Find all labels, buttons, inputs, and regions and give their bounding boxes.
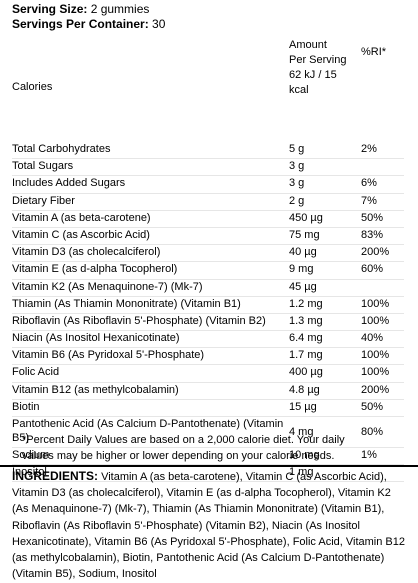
table-row: Biotin 15 µg 50% (12, 399, 404, 418)
serving-size-value: 2 gummies (87, 2, 150, 16)
calories-label: Calories (12, 81, 53, 93)
table-row: Dietary Fiber 2 g 7% (12, 193, 404, 211)
servings-per-container-value: 30 (148, 17, 166, 31)
nutrient-amount: 3 g (289, 175, 361, 194)
nutrient-amount: 6.4 mg (289, 330, 361, 349)
nutrient-name: Inositol (12, 464, 289, 483)
serving-size-line: Serving Size: 2 gummies (12, 2, 149, 16)
nutrient-name: Total Carbohydrates (12, 138, 289, 160)
nutrient-ri: 40% (361, 330, 404, 349)
nutrient-ri: 2% (361, 138, 404, 160)
nutrient-ri (361, 279, 404, 297)
servings-per-container-line: Servings Per Container: 30 (12, 17, 165, 31)
nutrient-name: Vitamin E (as d-alpha Tocopherol) (12, 261, 289, 280)
daily-value-footnote: *Percent Daily Values are based on a 2,0… (22, 434, 345, 462)
table-row: Includes Added Sugars 3 g 6% (12, 175, 404, 194)
nutrient-amount: 1.7 mg (289, 347, 361, 366)
nutrient-name: Vitamin B6 (As Pyridoxal 5'-Phosphate) (12, 347, 289, 366)
table-row: Vitamin C (as Ascorbic Acid) 75 mg 83% (12, 227, 404, 246)
nutrient-ri: 200% (361, 382, 404, 400)
amount-header-line: Amount (289, 39, 327, 51)
nutrient-amount: 1.3 mg (289, 313, 361, 332)
nutrition-table: Calories Amount Per Serving 62 kJ / 15 k… (12, 38, 404, 483)
table-row: Vitamin E (as d-alpha Tocopherol) 9 mg 60% (12, 261, 404, 280)
table-row: Riboflavin (As Riboflavin 5'-Phosphate) … (12, 313, 404, 332)
table-row: Inositol 1 mg (12, 464, 404, 483)
nutrient-name: Vitamin D3 (as cholecalciferol) (12, 244, 289, 263)
ingredients-label: INGREDIENTS: (12, 469, 99, 483)
ingredients-text: Vitamin A (as beta-carotene), Vitamin C … (12, 471, 405, 581)
table-row: Vitamin A (as beta-carotene) 450 µg 50% (12, 210, 404, 228)
table-row: Vitamin B6 (As Pyridoxal 5'-Phosphate) 1.… (12, 347, 404, 366)
nutrient-name: Vitamin A (as beta-carotene) (12, 210, 289, 228)
nutrient-ri: 80% (361, 416, 404, 448)
nutrient-ri: 50% (361, 210, 404, 228)
nutrient-ri (361, 464, 404, 483)
nutrient-name: Vitamin B12 (as methylcobalamin) (12, 382, 289, 400)
nutrient-ri: 6% (361, 175, 404, 194)
nutrient-ri: 83% (361, 227, 404, 246)
nutrient-ri: 100% (361, 347, 404, 366)
nutrient-amount: 75 mg (289, 227, 361, 246)
nutrient-name: Thiamin (As Thiamin Mononitrate) (Vitami… (12, 296, 289, 314)
nutrient-amount: 3 g (289, 158, 361, 177)
nutrient-amount: 9 mg (289, 261, 361, 280)
table-header-row: Calories Amount Per Serving 62 kJ / 15 k… (12, 38, 404, 138)
nutrient-amount: 400 µg (289, 364, 361, 383)
amount-header-line: kcal (289, 84, 309, 96)
divider-rule (0, 465, 418, 467)
table-row: Folic Acid 400 µg 100% (12, 364, 404, 383)
nutrient-amount: 1 mg (289, 464, 361, 483)
nutrient-amount: 4 mg (289, 416, 361, 448)
nutrient-ri: 100% (361, 313, 404, 332)
nutrient-ri (361, 158, 404, 177)
nutrient-name: Riboflavin (As Riboflavin 5'-Phosphate) … (12, 313, 289, 332)
amount-header-line: Per Serving (289, 54, 347, 66)
nutrient-name: Vitamin C (as Ascorbic Acid) (12, 227, 289, 246)
nutrient-ri: 1% (361, 447, 404, 466)
nutrient-ri: 60% (361, 261, 404, 280)
table-row: Thiamin (As Thiamin Mononitrate) (Vitami… (12, 296, 404, 314)
nutrient-amount: 450 µg (289, 210, 361, 228)
table-row: Total Carbohydrates 5 g 2% (12, 138, 404, 160)
nutrient-amount: 45 µg (289, 279, 361, 297)
table-row: Sodium 10 mg 1% (12, 447, 404, 466)
nutrient-ri: 100% (361, 364, 404, 383)
nutrient-amount: 15 µg (289, 399, 361, 418)
nutrient-ri: 200% (361, 244, 404, 263)
amount-header-line: 62 kJ / 15 (289, 69, 337, 81)
table-row: Vitamin K2 (As Menaquinone-7) (Mk-7) 45 µ… (12, 279, 404, 297)
nutrient-amount: 40 µg (289, 244, 361, 263)
table-row: Vitamin B12 (as methylcobalamin) 4.8 µg 20… (12, 382, 404, 400)
nutrient-amount: 10 mg (289, 447, 361, 466)
nutrient-name: Biotin (12, 399, 289, 418)
nutrient-name: Vitamin K2 (As Menaquinone-7) (Mk-7) (12, 279, 289, 297)
nutrient-amount: 5 g (289, 138, 361, 160)
nutrient-ri: 7% (361, 193, 404, 211)
nutrient-name: Folic Acid (12, 364, 289, 383)
serving-size-label: Serving Size: (12, 2, 88, 16)
nutrient-amount: 2 g (289, 193, 361, 211)
nutrient-name: Pantothenic Acid (As Calcium D-Pantothen… (12, 416, 289, 448)
table-row: Pantothenic Acid (As Calcium D-Pantothen… (12, 416, 404, 448)
ingredients-block: INGREDIENTS: Vitamin A (as beta-carotene… (12, 468, 406, 582)
table-row: Vitamin D3 (as cholecalciferol) 40 µg 200% (12, 244, 404, 263)
amount-per-serving-header: Amount Per Serving 62 kJ / 15 kcal (289, 38, 361, 138)
table-row: Niacin (As Inositol Hexanicotinate) 6.4 m… (12, 330, 404, 349)
servings-per-container-label: Servings Per Container: (12, 17, 149, 31)
nutrient-amount: 4.8 µg (289, 382, 361, 400)
nutrient-name: Total Sugars (12, 158, 289, 177)
nutrient-ri: 50% (361, 399, 404, 418)
nutrient-name: Sodium (12, 447, 289, 466)
nutrient-amount: 1.2 mg (289, 296, 361, 314)
nutrient-name: Dietary Fiber (12, 193, 289, 211)
ri-header: %RI* (361, 46, 387, 58)
nutrient-name: Niacin (As Inositol Hexanicotinate) (12, 330, 289, 349)
table-row: Total Sugars 3 g (12, 158, 404, 177)
nutrient-ri: 100% (361, 296, 404, 314)
nutrient-name: Includes Added Sugars (12, 175, 289, 194)
